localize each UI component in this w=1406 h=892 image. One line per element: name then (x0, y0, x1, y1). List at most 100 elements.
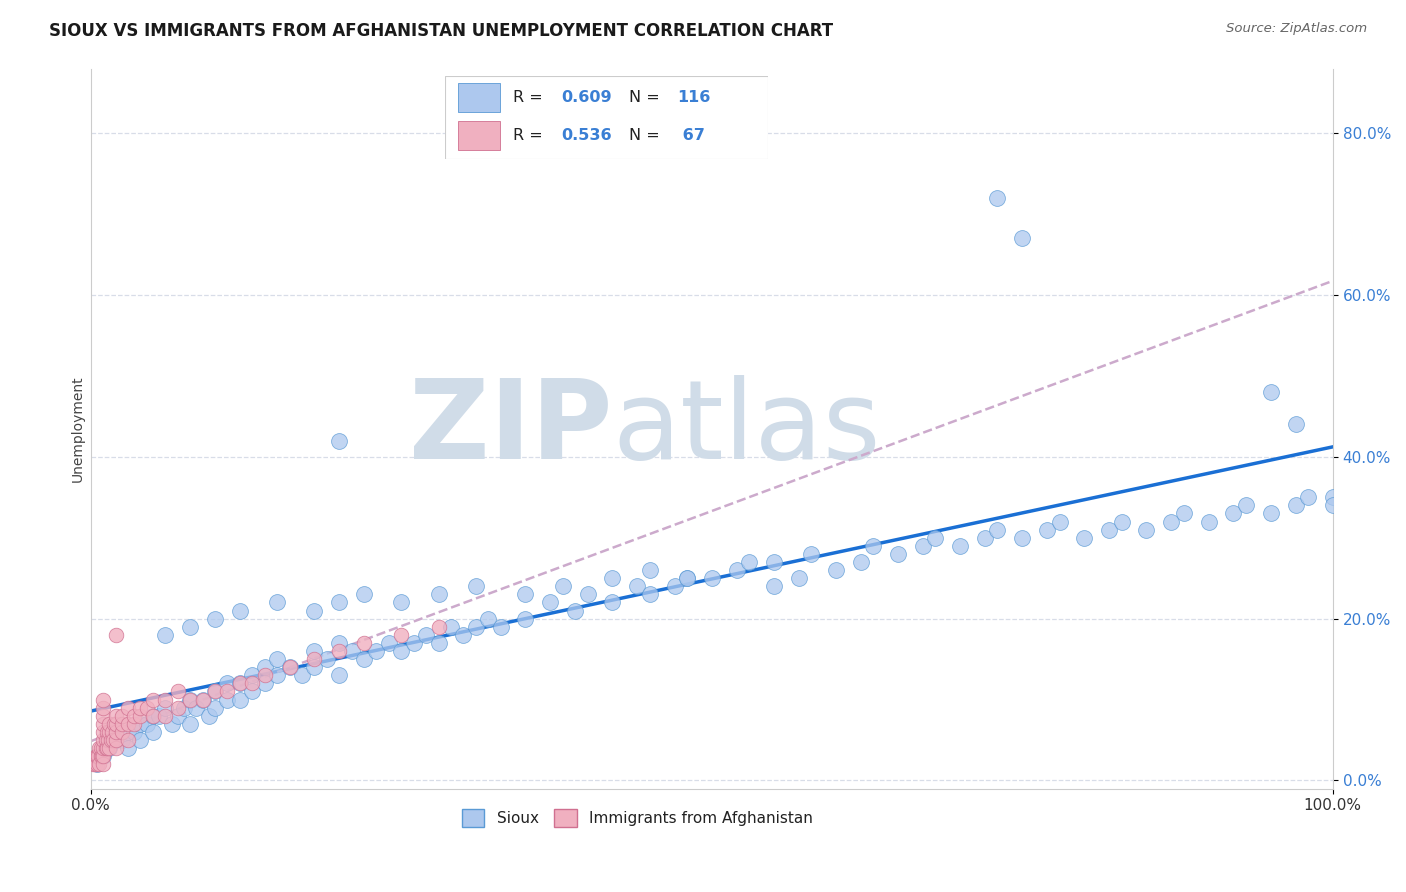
Point (173, 700, 195, 714)
Point (197, 708, 219, 723)
Point (1260, 385, 1282, 400)
Point (111, 708, 134, 723)
Point (104, 708, 127, 723)
Point (340, 644, 363, 658)
Point (166, 684, 188, 698)
Point (91, 716, 114, 731)
Point (191, 692, 214, 706)
Point (453, 628, 475, 642)
Point (787, 571, 810, 585)
Point (366, 644, 388, 658)
Point (440, 620, 463, 634)
Point (129, 716, 152, 731)
Point (90, 741, 112, 756)
Point (253, 676, 276, 690)
Point (911, 539, 934, 553)
Point (122, 725, 145, 739)
Point (204, 700, 226, 714)
Point (204, 684, 226, 698)
Point (90, 749, 112, 764)
Point (217, 692, 239, 706)
Point (638, 587, 661, 601)
Point (515, 587, 537, 601)
Point (328, 595, 350, 609)
Point (353, 587, 375, 601)
Point (240, 668, 263, 682)
Point (104, 733, 127, 747)
Point (104, 741, 127, 756)
Point (1296, 490, 1319, 504)
Point (166, 700, 188, 714)
Point (91, 749, 114, 764)
Point (538, 595, 561, 609)
Point (90, 749, 112, 764)
Point (1036, 523, 1059, 537)
Point (142, 692, 165, 706)
Point (1322, 499, 1344, 513)
Point (762, 555, 785, 569)
Point (887, 547, 910, 561)
Point (217, 676, 239, 690)
Point (700, 571, 723, 585)
Point (94, 741, 117, 756)
Point (101, 725, 124, 739)
Point (949, 539, 972, 553)
Point (304, 603, 326, 617)
Point (229, 692, 252, 706)
Point (825, 563, 848, 577)
Point (129, 708, 152, 723)
Point (986, 523, 1008, 537)
Point (91, 741, 114, 756)
Point (94, 733, 117, 747)
Point (91, 749, 114, 764)
Point (98, 725, 121, 739)
Point (427, 587, 450, 601)
Point (142, 708, 165, 723)
Point (427, 636, 450, 650)
Point (738, 555, 761, 569)
Point (91, 700, 114, 714)
Point (291, 668, 314, 682)
Point (91, 692, 114, 706)
Point (862, 539, 884, 553)
Point (415, 628, 437, 642)
Text: SIOUX VS IMMIGRANTS FROM AFGHANISTAN UNEMPLOYMENT CORRELATION CHART: SIOUX VS IMMIGRANTS FROM AFGHANISTAN UNE… (49, 22, 834, 40)
Point (98, 716, 121, 731)
Point (155, 628, 177, 642)
Point (98, 741, 121, 756)
Point (129, 700, 152, 714)
Point (148, 708, 170, 723)
Point (179, 692, 201, 706)
Point (389, 595, 412, 609)
Text: Source: ZipAtlas.com: Source: ZipAtlas.com (1226, 22, 1367, 36)
Point (626, 579, 648, 593)
Point (91, 757, 114, 772)
Point (117, 741, 139, 756)
Point (86, 757, 108, 772)
Point (253, 668, 276, 682)
Point (122, 716, 145, 731)
Point (986, 191, 1008, 205)
Point (240, 676, 263, 690)
Point (204, 612, 226, 626)
Point (135, 700, 157, 714)
Point (142, 725, 165, 739)
Point (103, 716, 125, 731)
Point (86, 757, 108, 772)
Point (1260, 507, 1282, 521)
Point (96, 725, 118, 739)
Point (89, 741, 111, 756)
Point (464, 579, 486, 593)
Point (1111, 515, 1133, 529)
Point (974, 531, 997, 545)
Point (100, 733, 122, 747)
Point (104, 716, 127, 731)
Point (94, 741, 117, 756)
Point (191, 692, 214, 706)
Point (1222, 507, 1244, 521)
Point (676, 571, 699, 585)
Point (122, 708, 145, 723)
Point (551, 579, 574, 593)
Point (97, 733, 120, 747)
Point (101, 733, 124, 747)
